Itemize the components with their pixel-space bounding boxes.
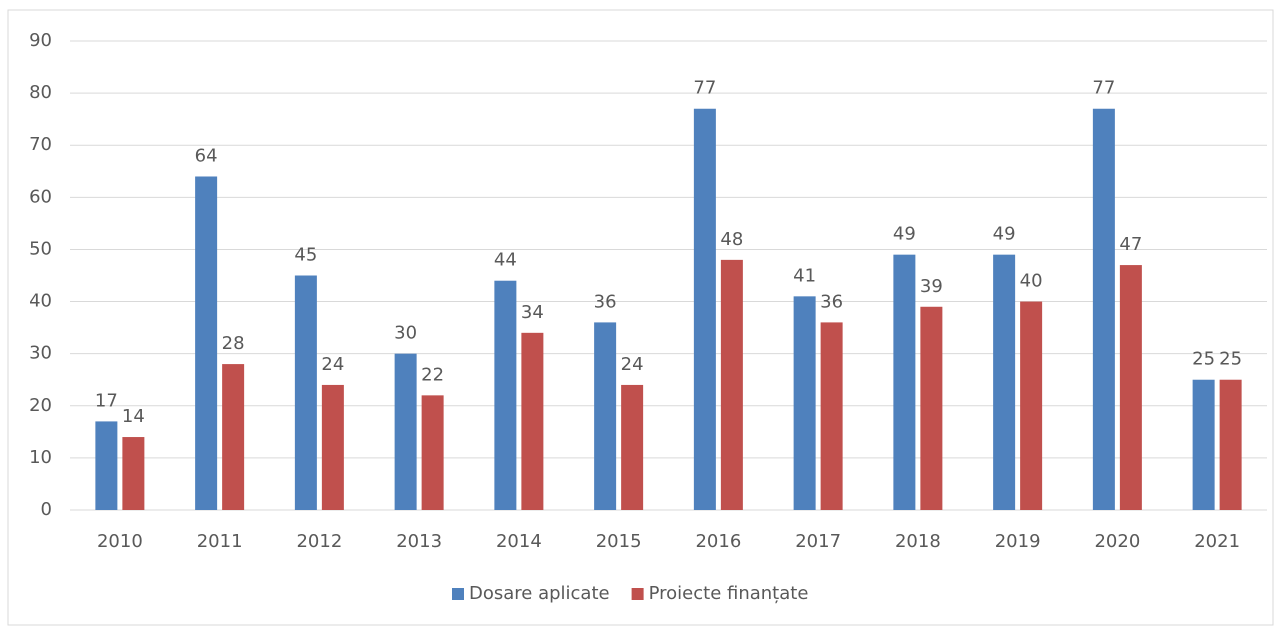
- bar: [1020, 301, 1043, 510]
- data-label: 34: [521, 302, 544, 323]
- y-tick-label: 30: [29, 343, 52, 364]
- data-label: 25: [1219, 349, 1242, 370]
- data-label: 36: [820, 291, 843, 312]
- y-tick-label: 0: [41, 499, 52, 520]
- legend-swatch: [452, 588, 464, 600]
- chart-frame: [7, 9, 1274, 626]
- data-label: 48: [720, 229, 743, 250]
- bar: [594, 322, 617, 510]
- bar: [1119, 265, 1142, 510]
- bar: [1219, 379, 1242, 510]
- bar: [494, 280, 517, 510]
- bar: [95, 421, 118, 510]
- bar: [693, 108, 716, 510]
- x-tick-label: 2013: [396, 531, 442, 552]
- data-label: 44: [494, 250, 517, 271]
- data-label: 49: [893, 224, 916, 245]
- bar: [820, 322, 843, 510]
- data-label: 28: [222, 333, 245, 354]
- data-label: 24: [321, 354, 344, 375]
- data-label: 25: [1192, 349, 1215, 370]
- bar: [222, 364, 245, 510]
- x-tick-label: 2015: [596, 531, 642, 552]
- bar: [1092, 108, 1115, 510]
- data-label: 77: [1092, 78, 1115, 99]
- data-label: 45: [294, 245, 317, 266]
- bar: [993, 254, 1016, 510]
- bar: [720, 259, 743, 510]
- y-tick-label: 70: [29, 134, 52, 155]
- bar: [1192, 379, 1215, 510]
- bar: [394, 353, 417, 510]
- bar: [294, 275, 317, 510]
- bar: [621, 384, 644, 510]
- data-label: 47: [1119, 234, 1142, 255]
- legend-label: Dosare aplicate: [469, 583, 610, 604]
- x-tick-label: 2020: [1094, 531, 1140, 552]
- x-tick-label: 2016: [695, 531, 741, 552]
- data-label: 24: [621, 354, 644, 375]
- data-label: 40: [1020, 271, 1043, 292]
- bar: [893, 254, 916, 510]
- bar: [521, 332, 544, 510]
- y-tick-label: 10: [29, 447, 52, 468]
- data-label: 22: [421, 364, 444, 385]
- bar: [122, 437, 145, 510]
- bar: [195, 176, 218, 510]
- data-label: 30: [394, 323, 417, 344]
- data-label: 64: [195, 145, 218, 166]
- data-label: 49: [993, 224, 1016, 245]
- bar: [793, 296, 816, 510]
- x-tick-label: 2011: [197, 531, 243, 552]
- data-label: 14: [122, 406, 145, 427]
- legend-swatch: [631, 588, 644, 600]
- legend-label: Proiecte finanțate: [649, 583, 809, 604]
- data-label: 39: [920, 276, 943, 297]
- x-tick-label: 2010: [97, 531, 143, 552]
- y-tick-label: 50: [29, 238, 52, 259]
- data-label: 36: [594, 291, 617, 312]
- y-tick-label: 20: [29, 395, 52, 416]
- data-label: 77: [693, 78, 716, 99]
- bar: [321, 384, 344, 510]
- bar: [421, 395, 444, 510]
- x-tick-label: 2012: [296, 531, 342, 552]
- x-tick-label: 2021: [1194, 531, 1240, 552]
- x-tick-label: 2019: [995, 531, 1041, 552]
- x-tick-label: 2018: [895, 531, 941, 552]
- y-tick-label: 90: [29, 30, 52, 51]
- y-tick-label: 80: [29, 82, 52, 103]
- data-label: 17: [95, 390, 118, 411]
- x-tick-label: 2014: [496, 531, 542, 552]
- y-tick-label: 60: [29, 186, 52, 207]
- bar: [920, 306, 943, 510]
- x-tick-label: 2017: [795, 531, 841, 552]
- data-label: 41: [793, 265, 816, 286]
- y-tick-label: 40: [29, 291, 52, 312]
